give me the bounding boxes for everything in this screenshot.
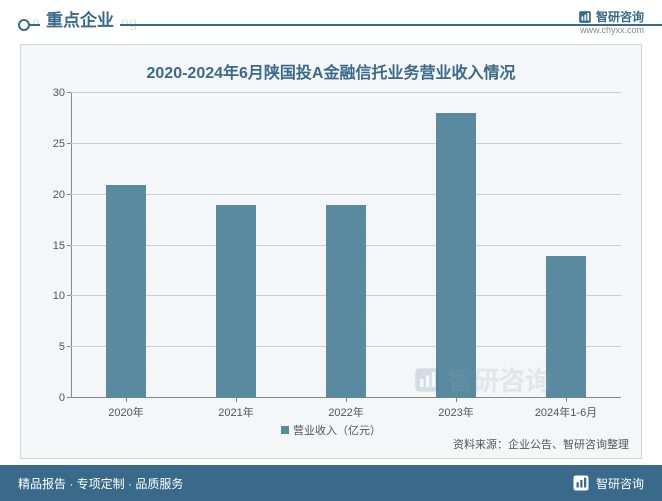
legend-label: 营业收入（亿元） [293,422,381,438]
x-tick [456,398,457,402]
brand-logo-icon [578,10,592,24]
footer-brand-text: 智研咨询 [596,475,644,492]
y-tick [67,397,71,398]
watermark-logo-icon [413,366,441,394]
y-axis-label: 15 [53,240,65,252]
footer-left-text: 精品报告 · 专项定制 · 品质服务 [18,475,183,492]
y-axis-label: 30 [53,87,65,99]
y-axis-label: 10 [53,290,65,302]
x-axis-label: 2024年1-6月 [535,404,597,420]
footer-logo-icon [572,474,590,492]
gridline [71,143,621,144]
plot-area: 0510152025302020年2021年2022年2023年2024年1-6… [71,93,621,398]
y-tick [67,245,71,246]
chart-title: 2020-2024年6月陕国投A金融信托业务营业收入情况 [21,45,641,91]
x-axis-label: 2021年 [218,404,253,420]
x-axis-label: 2020年 [108,404,143,420]
footer-bar: 精品报告 · 专项定制 · 品质服务 智研咨询 [0,465,662,501]
header-bullet-icon [18,19,30,31]
x-axis-label: 2023年 [438,404,473,420]
x-axis-label: 2022年 [328,404,363,420]
x-tick [126,398,127,402]
y-tick [67,194,71,195]
y-axis-label: 5 [59,341,65,353]
bar [546,256,586,398]
y-tick [67,295,71,296]
y-tick [67,143,71,144]
brand-url: www.chyxx.com [580,25,644,35]
y-tick [67,92,71,93]
y-axis-label: 20 [53,189,65,201]
brand-block: 智研咨询 www.chyxx.com [578,8,644,35]
y-axis-line [71,93,72,398]
chart-container: 2020-2024年6月陕国投A金融信托业务营业收入情况 05101520253… [20,44,642,459]
brand-name: 智研咨询 [596,8,644,25]
header-line [30,24,662,26]
x-tick [566,398,567,402]
bar [106,185,146,399]
x-tick [236,398,237,402]
gridline [71,92,621,93]
y-tick [67,346,71,347]
source-attribution: 资料来源：企业公告、智研咨询整理 [453,436,629,452]
footer-right: 智研咨询 [572,474,644,492]
bar [216,205,256,398]
page-title: 重点企业 [40,6,120,31]
chart-watermark: 智研咨询 [413,361,551,398]
legend-swatch-icon [281,426,289,434]
y-axis-label: 25 [53,138,65,150]
x-tick [346,398,347,402]
bar [436,113,476,398]
gridline [71,194,621,195]
bar [326,205,366,398]
watermark-text: 智研咨询 [447,361,551,398]
y-axis-label: 0 [59,392,65,404]
